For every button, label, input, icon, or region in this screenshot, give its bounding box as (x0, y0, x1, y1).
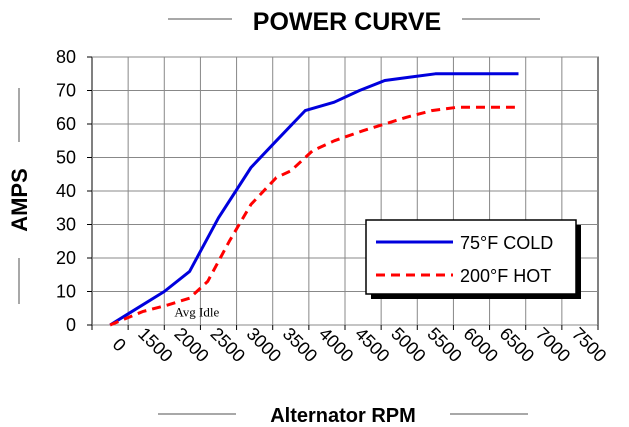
x-tick-label: 2500 (207, 324, 249, 366)
x-tick-label: 3000 (243, 324, 285, 366)
y-tick-label: 80 (56, 47, 76, 67)
x-tick-label: 4500 (351, 324, 393, 366)
x-tick-label: 5500 (423, 324, 465, 366)
y-axis-title: AMPS (7, 168, 32, 232)
y-tick-label: 30 (56, 215, 76, 235)
x-tick-label: 5000 (387, 324, 429, 366)
y-tick-label: 70 (56, 81, 76, 101)
x-tick-label: 2000 (170, 324, 212, 366)
series-line-hot (109, 105, 515, 327)
x-tick-label: 4000 (315, 324, 357, 366)
x-tick-label: 0 (109, 334, 130, 355)
x-tick-label: 6000 (460, 324, 502, 366)
x-tick-label: 7000 (532, 324, 574, 366)
legend-label-cold: 75°F COLD (460, 233, 553, 253)
chart-marks: Avg Idle 75°F COLD 200°F HOT (109, 72, 581, 327)
y-tick-label: 60 (56, 114, 76, 134)
series-line-cold (109, 72, 519, 327)
x-tick-label: 6500 (496, 324, 538, 366)
legend-label-hot: 200°F HOT (460, 266, 551, 286)
x-tick-label: 1500 (134, 324, 176, 366)
x-tick-label: 7500 (568, 324, 610, 366)
y-tick-label: 50 (56, 148, 76, 168)
annotation-avg-idle: Avg Idle (174, 305, 219, 320)
x-axis-title: Alternator RPM (270, 405, 416, 427)
y-tick-label: 20 (56, 248, 76, 268)
y-tick-label: 0 (66, 315, 76, 335)
legend-box (365, 219, 577, 295)
y-tick-label: 40 (56, 181, 76, 201)
y-tick-label: 10 (56, 282, 76, 302)
chart-title: POWER CURVE (253, 8, 441, 36)
x-tick-label: 3500 (279, 324, 321, 366)
